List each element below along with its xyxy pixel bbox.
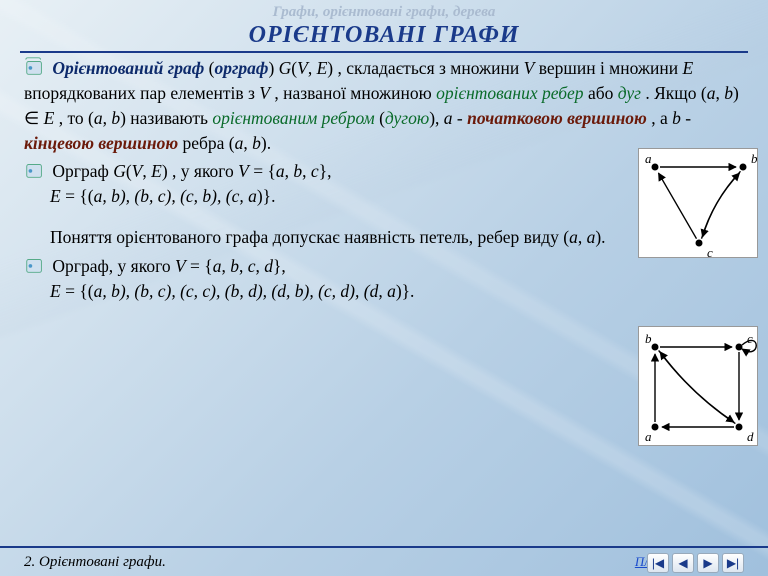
term-edge: орієнтованим ребром	[212, 108, 374, 128]
nav-last-button[interactable]: ▶|	[722, 553, 744, 573]
sym-V: V	[297, 58, 308, 78]
elem-sym: ∈	[24, 108, 39, 128]
paragraph-definition: Орієнтований граф (орграф) G(V, E) , скл…	[24, 56, 744, 155]
term-end: кінцевою вершиною	[24, 133, 178, 153]
section-label: 2. Орієнтовані графи.	[24, 554, 166, 571]
sym-E: E	[317, 58, 328, 78]
paragraph-loops: Поняття орієнтованого графа допускає ная…	[24, 225, 744, 250]
svg-text:a: a	[645, 151, 652, 166]
example-2: Орграф, у якого V = {a, b, c, d}, E = {(…	[24, 254, 744, 304]
svg-text:b: b	[645, 331, 652, 346]
breadcrumb: Графи, орієнтовані графи, дерева	[0, 4, 768, 21]
term-edges: орієнтованих ребер	[436, 83, 583, 103]
nav-first-button[interactable]: |◀	[647, 553, 669, 573]
nav-prev-button[interactable]: ◀	[672, 553, 694, 573]
svg-text:d: d	[747, 429, 754, 444]
term-digraph: Орієнтований граф	[52, 58, 204, 78]
txt: , складається з множини	[337, 58, 523, 78]
term-arcs: дуг	[618, 83, 641, 103]
term-orgraph: орграф	[214, 58, 268, 78]
svg-text:b: b	[751, 151, 758, 166]
svg-text:a: a	[645, 429, 652, 444]
bullet-icon	[24, 56, 46, 78]
example-1: Орграф G(V, E) , у якого V = {a, b, c}, …	[24, 159, 744, 209]
graph-1: a b c	[638, 148, 758, 258]
page-title: ОРІЄНТОВАНІ ГРАФИ	[20, 22, 748, 53]
nav-controls: |◀ ◀ ▶ ▶|	[647, 553, 744, 573]
bullet-icon	[24, 254, 46, 276]
svg-text:c: c	[747, 331, 753, 346]
bullet-icon	[24, 159, 46, 181]
svg-text:c: c	[707, 245, 713, 258]
sym-G: G	[279, 58, 292, 78]
term-start: початковою вершиною	[467, 108, 647, 128]
graph-2: a b c d	[638, 326, 758, 446]
content-area: Орієнтований граф (орграф) G(V, E) , скл…	[24, 56, 744, 304]
nav-next-button[interactable]: ▶	[697, 553, 719, 573]
